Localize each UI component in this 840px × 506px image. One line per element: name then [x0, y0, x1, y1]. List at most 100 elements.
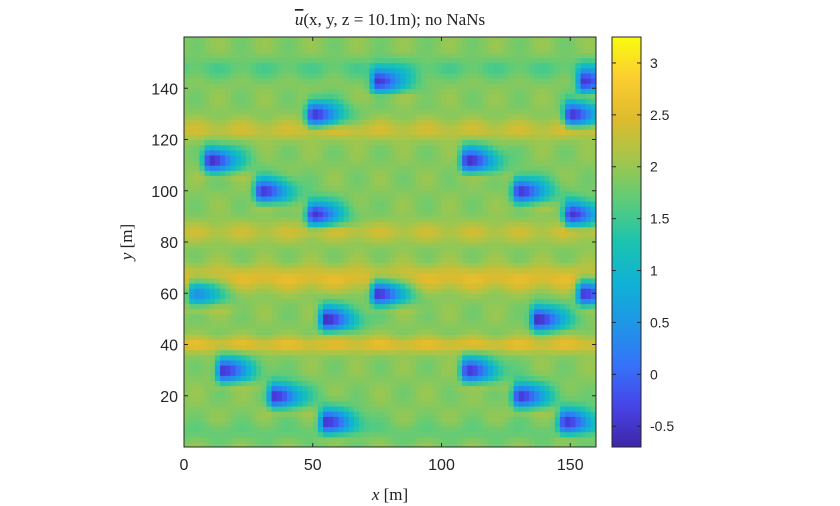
- heatmap-cell: [333, 293, 340, 299]
- heatmap-cell: [240, 154, 247, 161]
- heatmap-cell: [323, 165, 329, 171]
- heatmap-cell: [513, 288, 520, 294]
- heatmap-cell: [374, 160, 381, 166]
- heatmap-cell: [261, 201, 267, 207]
- heatmap-cell: [431, 180, 437, 187]
- heatmap-cell: [482, 216, 489, 223]
- heatmap-cell: [348, 144, 355, 151]
- heatmap-cell: [353, 298, 360, 305]
- heatmap-cell: [245, 406, 252, 412]
- heatmap-cell: [245, 385, 252, 392]
- heatmap-cell: [338, 406, 345, 412]
- heatmap-cell: [513, 242, 520, 248]
- heatmap-cell: [431, 262, 437, 269]
- heatmap-cell: [446, 421, 453, 428]
- heatmap-cell: [472, 395, 479, 402]
- heatmap-cell: [209, 262, 216, 269]
- heatmap-cell: [225, 298, 231, 305]
- heatmap-cell: [297, 160, 304, 166]
- heatmap-cell: [559, 359, 566, 366]
- heatmap-cell: [585, 134, 592, 141]
- heatmap-cell: [575, 349, 582, 356]
- heatmap-cell: [565, 370, 571, 376]
- heatmap-cell: [359, 190, 365, 197]
- heatmap-cell: [384, 395, 391, 402]
- heatmap-cell: [559, 170, 566, 176]
- heatmap-cell: [539, 262, 546, 269]
- heatmap-cell: [353, 185, 360, 192]
- heatmap-cell: [266, 195, 273, 202]
- heatmap-cell: [585, 339, 592, 346]
- heatmap-cell: [508, 426, 515, 433]
- heatmap-cell: [518, 190, 525, 197]
- heatmap-cell: [472, 252, 479, 258]
- heatmap-cell: [194, 165, 201, 171]
- heatmap-cell: [343, 252, 350, 258]
- heatmap-cell: [302, 206, 309, 212]
- heatmap-cell: [276, 257, 283, 264]
- heatmap-cell: [384, 288, 391, 294]
- heatmap-cell: [220, 154, 226, 161]
- heatmap-cell: [189, 436, 195, 443]
- heatmap-cell: [420, 144, 427, 151]
- heatmap-cell: [420, 165, 427, 171]
- heatmap-cell: [503, 242, 510, 248]
- heatmap-cell: [539, 175, 546, 182]
- heatmap-cell: [271, 365, 278, 371]
- heatmap-cell: [374, 247, 381, 253]
- heatmap-cell: [559, 160, 566, 166]
- heatmap-cell: [204, 216, 211, 223]
- heatmap-cell: [554, 139, 561, 146]
- heatmap-cell: [302, 324, 309, 330]
- heatmap-cell: [292, 421, 298, 428]
- heatmap-cell: [426, 144, 432, 151]
- heatmap-cell: [544, 272, 551, 279]
- heatmap-cell: [302, 154, 309, 161]
- heatmap-cell: [570, 293, 576, 299]
- heatmap-cell: [266, 201, 273, 207]
- heatmap-cell: [328, 165, 334, 171]
- heatmap-cell: [287, 334, 293, 340]
- heatmap-cell: [184, 416, 190, 422]
- heatmap-cell: [281, 324, 288, 330]
- heatmap-cell: [369, 221, 376, 228]
- heatmap-cell: [405, 365, 412, 371]
- heatmap-cell: [420, 329, 427, 335]
- heatmap-cell: [302, 272, 309, 279]
- heatmap-cell: [271, 236, 278, 243]
- heatmap-cell: [225, 257, 231, 264]
- heatmap-cell: [271, 226, 278, 233]
- heatmap-cell: [420, 411, 427, 417]
- heatmap-cell: [240, 308, 247, 315]
- heatmap-cell: [585, 354, 592, 361]
- heatmap-cell: [462, 206, 468, 212]
- heatmap-cell: [472, 134, 479, 141]
- heatmap-cell: [199, 252, 206, 258]
- heatmap-cell: [570, 365, 576, 371]
- heatmap-cell: [343, 390, 350, 397]
- heatmap-cell: [359, 329, 365, 335]
- heatmap-cell: [549, 129, 556, 135]
- heatmap-cell: [276, 436, 283, 443]
- heatmap-cell: [482, 236, 489, 243]
- heatmap-cell: [266, 385, 273, 392]
- heatmap-cell: [503, 421, 510, 428]
- heatmap-cell: [580, 370, 587, 376]
- heatmap-cell: [256, 201, 262, 207]
- heatmap-cell: [235, 272, 242, 279]
- heatmap-cell: [287, 247, 293, 253]
- heatmap-cell: [384, 441, 391, 447]
- heatmap-cell: [343, 431, 350, 438]
- heatmap-cell: [462, 339, 468, 346]
- heatmap-cell: [415, 288, 422, 294]
- heatmap-cell: [544, 134, 551, 141]
- heatmap-cell: [549, 221, 556, 228]
- heatmap-cell: [580, 349, 587, 356]
- heatmap-cell: [395, 185, 401, 192]
- heatmap-cell: [456, 354, 463, 361]
- heatmap-cell: [297, 436, 304, 443]
- heatmap-cell: [230, 436, 237, 443]
- heatmap-cell: [359, 354, 365, 361]
- heatmap-cell: [256, 365, 262, 371]
- heatmap-cell: [529, 221, 535, 228]
